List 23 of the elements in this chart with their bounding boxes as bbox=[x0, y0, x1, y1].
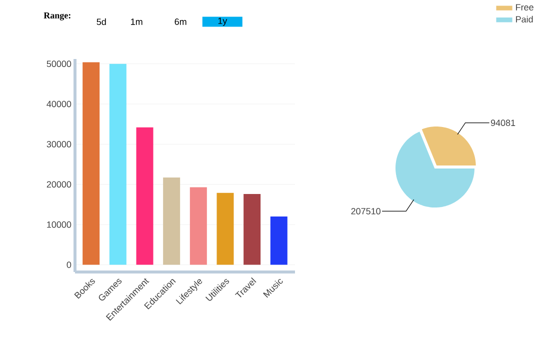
y-tick-label: 0 bbox=[66, 262, 72, 268]
text: 6m bbox=[174, 18, 186, 25]
bar bbox=[216, 192, 234, 265]
y-tick-label: 20000 bbox=[46, 181, 72, 188]
text: 1y bbox=[218, 18, 228, 26]
bar bbox=[244, 194, 261, 265]
bar bbox=[190, 187, 207, 265]
bar bbox=[136, 127, 154, 265]
bar bbox=[82, 62, 100, 265]
legend-label: Paid bbox=[516, 16, 533, 23]
text: 1m bbox=[131, 18, 142, 25]
y-tick-label: 40000 bbox=[46, 100, 72, 108]
bar bbox=[109, 64, 126, 265]
bar bbox=[163, 178, 180, 265]
data-label: 207510 bbox=[351, 208, 380, 214]
legend-label: Free bbox=[516, 4, 534, 10]
bar bbox=[270, 216, 288, 265]
y-tick-label: 50000 bbox=[46, 60, 72, 68]
text: Range: bbox=[44, 12, 70, 20]
y-tick-label: 10000 bbox=[47, 221, 72, 228]
y-tick-label: 30000 bbox=[46, 141, 72, 148]
data-label: 94081 bbox=[490, 120, 516, 126]
text: 5d bbox=[96, 18, 106, 26]
